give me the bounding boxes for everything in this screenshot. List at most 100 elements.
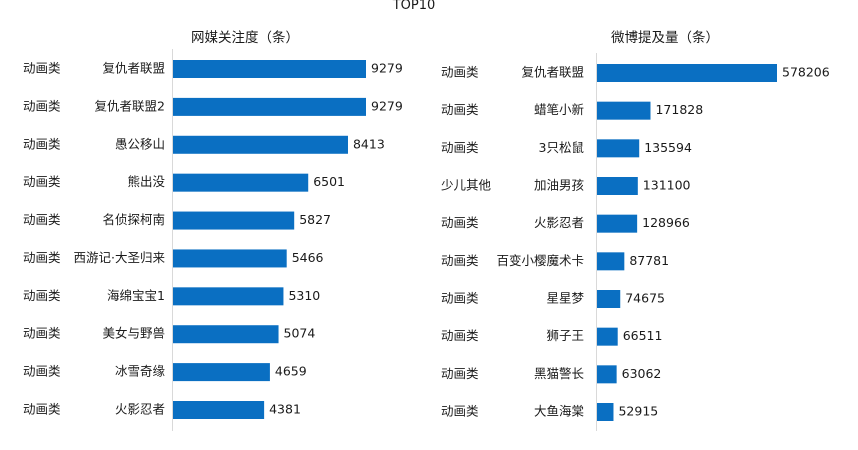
group-label: 动画类 — [441, 65, 479, 80]
bar-row: 动画类 黑猫警长 63062 — [441, 365, 662, 384]
group-label: 动画类 — [441, 291, 479, 306]
value-label: 4659 — [275, 364, 307, 379]
bar-row: 少儿其他 加油男孩 131100 — [441, 177, 691, 195]
group-label: 动画类 — [441, 404, 479, 419]
bar-row: 动画类 蜡笔小新 171828 — [441, 101, 703, 120]
value-label: 74675 — [625, 291, 665, 306]
value-label: 5074 — [284, 326, 316, 341]
category-label: 加油男孩 — [534, 178, 584, 193]
category-label: 西游记·大圣归来 — [74, 250, 166, 265]
bar — [173, 60, 366, 78]
bar-row: 动画类 百变小樱魔术卡 87781 — [441, 252, 669, 271]
value-label: 52915 — [618, 404, 658, 419]
category-label: 大鱼海棠 — [534, 404, 585, 419]
bar-row: 动画类 西游记·大圣归来 5466 — [23, 249, 324, 268]
group-label: 动画类 — [23, 212, 61, 227]
bar-row: 动画类 美女与野兽 5074 — [23, 325, 316, 344]
value-label: 63062 — [622, 366, 662, 381]
bar — [597, 365, 617, 384]
bar-row: 动画类 冰雪奇缘 4659 — [23, 363, 307, 382]
group-label: 动画类 — [441, 366, 479, 381]
bar — [597, 252, 625, 271]
bar — [173, 173, 309, 192]
bar-row: 动画类 熊出没 6501 — [23, 173, 345, 192]
bar-row: 动画类 3只松鼠 135594 — [441, 139, 692, 158]
category-label: 冰雪奇缘 — [115, 364, 166, 379]
value-label: 5466 — [292, 250, 324, 265]
value-label: 6501 — [313, 174, 345, 189]
value-label: 4381 — [269, 402, 301, 417]
category-label: 火影忍者 — [115, 402, 165, 417]
group-label: 动画类 — [23, 174, 61, 189]
bar — [173, 325, 279, 344]
bar — [173, 135, 348, 154]
value-label: 8413 — [353, 136, 385, 151]
category-label: 蜡笔小新 — [534, 102, 584, 117]
category-label: 黑猫警长 — [534, 366, 585, 381]
value-label: 578206 — [782, 65, 830, 80]
group-label: 动画类 — [23, 98, 61, 113]
bar — [173, 249, 287, 268]
category-label: 熊出没 — [127, 174, 165, 189]
bar — [173, 211, 295, 230]
bar-row: 动画类 星星梦 74675 — [441, 290, 665, 308]
category-label: 复仇者联盟 — [521, 65, 584, 80]
bar-row: 动画类 愚公移山 8413 — [23, 135, 385, 154]
bar — [597, 64, 777, 82]
value-label: 135594 — [644, 140, 692, 155]
category-label: 3只松鼠 — [539, 140, 585, 155]
panel-title: 网媒关注度（条） — [191, 29, 299, 46]
category-label: 百变小樱魔术卡 — [496, 253, 584, 268]
bar — [597, 101, 651, 120]
bar-row: 动画类 复仇者联盟 9279 — [23, 60, 403, 78]
category-label: 海绵宝宝1 — [107, 288, 165, 303]
group-label: 动画类 — [23, 61, 61, 76]
bar-row: 动画类 复仇者联盟 578206 — [441, 64, 830, 82]
bar — [173, 287, 284, 306]
group-label: 动画类 — [441, 253, 479, 268]
value-label: 131100 — [643, 178, 691, 193]
bar — [597, 177, 638, 195]
bar-row: 动画类 狮子王 66511 — [441, 327, 663, 346]
bar — [597, 327, 618, 346]
group-label: 动画类 — [23, 326, 61, 341]
bar-row: 动画类 大鱼海棠 52915 — [441, 403, 658, 421]
group-label: 动画类 — [23, 250, 61, 265]
bar — [597, 290, 621, 308]
category-label: 愚公移山 — [115, 136, 165, 151]
group-label: 动画类 — [441, 102, 479, 117]
value-label: 87781 — [629, 253, 669, 268]
category-label: 名侦探柯南 — [102, 212, 165, 227]
bar — [173, 363, 270, 382]
value-label: 66511 — [623, 328, 663, 343]
value-label: 9279 — [371, 98, 403, 113]
category-label: 火影忍者 — [534, 215, 584, 230]
group-label: 动画类 — [441, 328, 479, 343]
value-label: 5310 — [288, 288, 320, 303]
value-label: 5827 — [299, 212, 331, 227]
group-label: 动画类 — [441, 140, 479, 155]
group-label: 动画类 — [23, 136, 61, 151]
bar-row: 动画类 火影忍者 4381 — [23, 401, 301, 419]
category-label: 复仇者联盟2 — [95, 98, 165, 113]
group-label: 动画类 — [23, 288, 61, 303]
bar-row: 动画类 海绵宝宝1 5310 — [23, 287, 320, 306]
category-label: 美女与野兽 — [102, 326, 165, 341]
bar — [597, 139, 640, 158]
chart-title: TOP10 — [392, 0, 436, 13]
category-label: 狮子王 — [546, 328, 584, 343]
bar-row: 动画类 复仇者联盟2 9279 — [23, 97, 403, 116]
value-label: 128966 — [642, 215, 690, 230]
group-label: 动画类 — [441, 215, 479, 230]
category-label: 复仇者联盟 — [102, 61, 165, 76]
bar-row: 动画类 名侦探柯南 5827 — [23, 211, 331, 230]
panel-title: 微博提及量（条） — [611, 29, 719, 46]
bar — [597, 214, 638, 233]
bar-row: 动画类 火影忍者 128966 — [441, 214, 690, 233]
group-label: 少儿其他 — [441, 178, 492, 193]
bar — [173, 97, 366, 116]
